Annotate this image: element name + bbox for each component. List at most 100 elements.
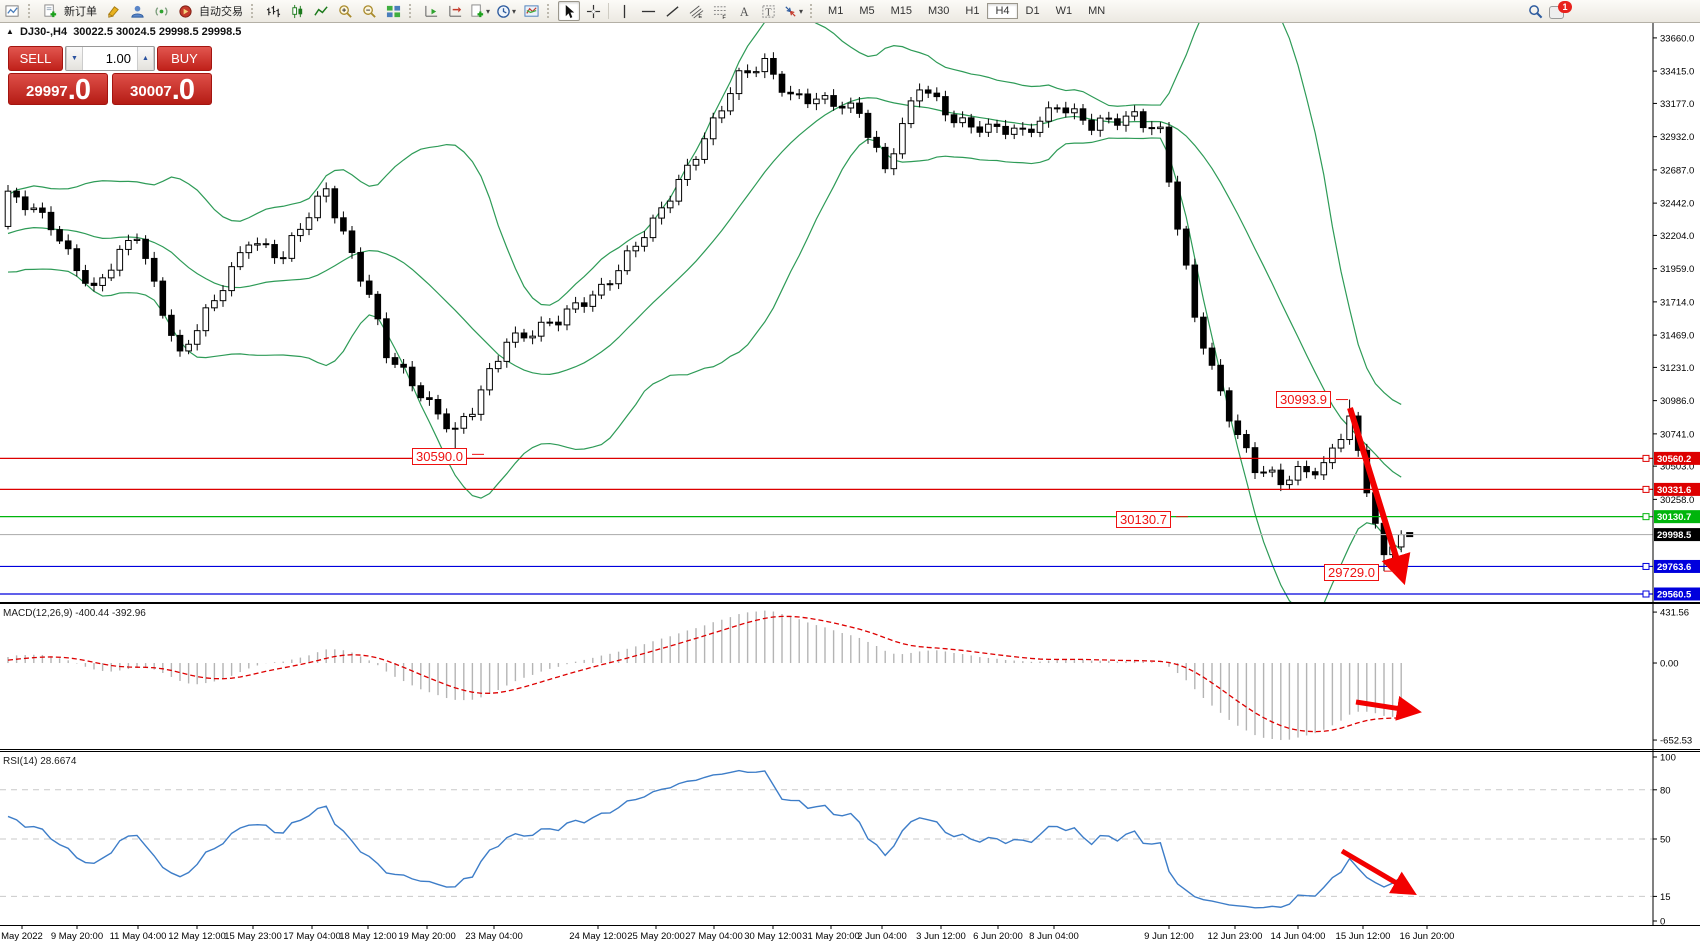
one-click-trade-panel: SELL ▼ ▲ BUY 29997 .0 30007 .0 bbox=[8, 46, 212, 105]
notifications-button[interactable]: 1 bbox=[1548, 1, 1572, 20]
zoom-in-icon[interactable] bbox=[334, 1, 356, 21]
timeframe-m30[interactable]: M30 bbox=[928, 5, 950, 17]
time-tick-label: 25 May 20:00 bbox=[627, 931, 685, 942]
time-tick-label: 12 Jun 23:00 bbox=[1208, 931, 1263, 942]
indicator-list-icon[interactable] bbox=[520, 1, 542, 21]
auto-scroll-icon[interactable] bbox=[420, 1, 442, 21]
timeframe-w1[interactable]: W1 bbox=[1055, 5, 1073, 17]
candle-bear bbox=[967, 117, 975, 128]
sell-button[interactable]: SELL bbox=[8, 46, 63, 71]
svg-text:A: A bbox=[739, 5, 748, 19]
arrows-dropdown[interactable]: ▾ bbox=[799, 6, 804, 16]
candle-bull bbox=[589, 294, 597, 307]
price-label-flag[interactable]: 29729.0 bbox=[1324, 564, 1379, 581]
candle-bull bbox=[107, 269, 115, 279]
highlighter-icon[interactable] bbox=[102, 1, 124, 21]
candle-bull bbox=[1268, 469, 1276, 473]
price-label-flag[interactable]: 30590.0 bbox=[412, 448, 467, 465]
volume-input[interactable] bbox=[83, 47, 137, 70]
sell-price: 29997 bbox=[26, 83, 68, 100]
annotation-arrow-macd[interactable] bbox=[1355, 696, 1422, 721]
candle-bear bbox=[787, 91, 794, 95]
candle-bear bbox=[1062, 107, 1070, 114]
time-tick-label: 16 Jun 20:00 bbox=[1400, 931, 1455, 942]
candle-bear bbox=[47, 211, 55, 231]
toolbar-grip[interactable] bbox=[251, 4, 256, 18]
candle-bear bbox=[426, 397, 433, 400]
timeframe-m15[interactable]: M15 bbox=[890, 5, 913, 17]
bar-chart-icon[interactable] bbox=[262, 1, 284, 21]
toolbar-grip[interactable] bbox=[409, 4, 414, 18]
signal-icon[interactable] bbox=[150, 1, 172, 21]
tile-windows-icon[interactable] bbox=[382, 1, 404, 21]
new-order-label[interactable]: 新订单 bbox=[64, 6, 97, 18]
timeframe-m1[interactable]: M1 bbox=[828, 5, 844, 17]
candle-bull bbox=[1131, 111, 1138, 117]
candle-bear bbox=[21, 196, 29, 211]
horizontal-line-tool-icon[interactable] bbox=[637, 1, 659, 21]
toolbar-grip[interactable] bbox=[28, 4, 33, 18]
buy-price-button[interactable]: 30007 .0 bbox=[112, 73, 212, 105]
profile-icon[interactable] bbox=[126, 1, 148, 21]
time-tick-label: 15 Jun 12:00 bbox=[1336, 931, 1391, 942]
volume-increase-button[interactable]: ▲ bbox=[137, 47, 154, 70]
candle-bear bbox=[1191, 264, 1199, 318]
candlestick-chart-icon[interactable] bbox=[286, 1, 308, 21]
timeframe-m5[interactable]: M5 bbox=[859, 5, 875, 17]
candle-bear bbox=[778, 73, 786, 93]
candle-bear bbox=[417, 385, 425, 399]
time-tick-label: 27 May 04:00 bbox=[685, 931, 743, 942]
candle-bull bbox=[735, 70, 743, 95]
candle-bear bbox=[64, 240, 72, 250]
autotrading-icon[interactable] bbox=[174, 1, 196, 21]
cursor-tool-icon[interactable] bbox=[558, 1, 581, 21]
annotation-arrow-rsi[interactable] bbox=[1340, 848, 1417, 896]
chart-shift-icon[interactable] bbox=[444, 1, 466, 21]
buy-button[interactable]: BUY bbox=[157, 46, 212, 71]
candle-bull bbox=[907, 100, 915, 125]
zoom-out-icon[interactable] bbox=[358, 1, 380, 21]
toolbar-grip[interactable] bbox=[810, 4, 815, 18]
price-label-flag[interactable]: 30993.9 bbox=[1276, 391, 1331, 408]
time-tick-label: 9 May 20:00 bbox=[51, 931, 103, 942]
new-template-icon[interactable]: ▾ bbox=[468, 1, 492, 21]
price-tick-label: 33415.0 bbox=[1660, 67, 1694, 78]
vertical-line-tool-icon[interactable] bbox=[613, 1, 635, 21]
timeframe-d1[interactable]: D1 bbox=[1025, 5, 1040, 17]
text-tool-icon[interactable]: A bbox=[733, 1, 755, 21]
period-clock-icon[interactable]: ▾ bbox=[494, 1, 518, 21]
line-chart-icon[interactable] bbox=[310, 1, 332, 21]
buy-price: 30007 bbox=[130, 83, 172, 100]
channel-tool-icon[interactable]: E bbox=[685, 1, 707, 21]
candle-bear bbox=[271, 244, 278, 259]
timeframe-mn[interactable]: MN bbox=[1088, 5, 1106, 17]
candle-bull bbox=[451, 427, 459, 430]
timeframe-h4[interactable]: H4 bbox=[987, 3, 1018, 19]
fibonacci-tool-icon[interactable]: F bbox=[709, 1, 731, 21]
new-template-dropdown[interactable]: ▾ bbox=[486, 6, 491, 16]
timeframe-h1[interactable]: H1 bbox=[965, 5, 980, 17]
autotrading-label[interactable]: 自动交易 bbox=[199, 6, 243, 18]
period-dropdown[interactable]: ▾ bbox=[512, 6, 517, 16]
macd-tick-label: 431.56 bbox=[1660, 608, 1689, 619]
trendline-tool-icon[interactable] bbox=[661, 1, 683, 21]
volume-decrease-button[interactable]: ▼ bbox=[66, 47, 83, 70]
price-label-flag[interactable]: 30130.7 bbox=[1116, 511, 1171, 528]
annotation-arrow-main[interactable] bbox=[1347, 407, 1411, 586]
candle-bull bbox=[1071, 108, 1078, 114]
sell-price-button[interactable]: 29997 .0 bbox=[8, 73, 108, 105]
candle-bull bbox=[701, 138, 708, 160]
new-order-button[interactable] bbox=[39, 1, 61, 21]
candle-bear bbox=[838, 105, 846, 109]
crosshair-tool-icon[interactable] bbox=[582, 1, 604, 21]
search-icon[interactable] bbox=[1524, 1, 1546, 21]
arrows-tool-icon[interactable]: ▾ bbox=[781, 1, 805, 21]
text-label-tool-icon[interactable]: T bbox=[757, 1, 779, 21]
candle-bull bbox=[494, 360, 502, 370]
price-tick-label: 31469.0 bbox=[1660, 331, 1694, 342]
toolbar-grip[interactable] bbox=[547, 4, 552, 18]
candle-bear bbox=[434, 398, 442, 415]
candle-bull bbox=[288, 235, 296, 259]
chart-window-icon[interactable] bbox=[1, 1, 23, 21]
